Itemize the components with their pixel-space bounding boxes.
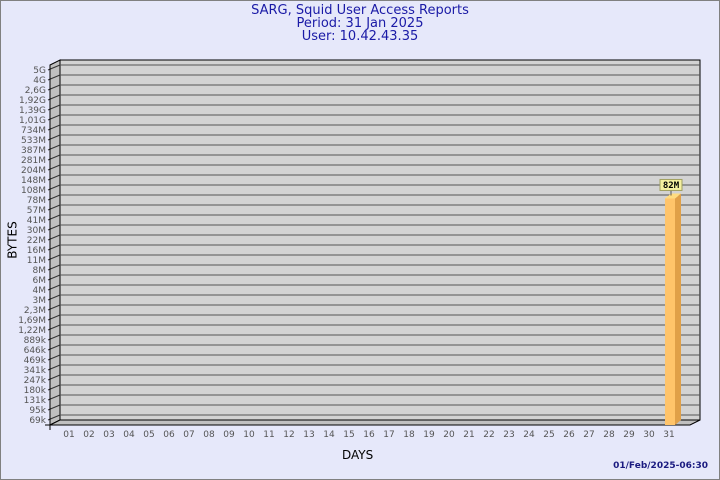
- y-tick-label: 16M: [27, 246, 46, 256]
- y-tick-label: 22M: [27, 236, 46, 246]
- plot-floor: [49, 419, 701, 426]
- x-tick-label: 25: [543, 430, 554, 440]
- x-tick-label: 20: [443, 430, 455, 440]
- y-tick-label: 533M: [21, 136, 46, 146]
- y-tick-label: 4M: [33, 286, 47, 296]
- x-tick-label: 15: [343, 430, 354, 440]
- y-tick-label: 469k: [24, 356, 47, 366]
- y-tick-label: 180k: [24, 386, 47, 396]
- chart-user: User: 10.42.43.35: [301, 29, 419, 44]
- y-tick-label: 646k: [24, 346, 47, 356]
- y-tick-label: 8M: [33, 266, 47, 276]
- y-tick-label: 1,69M: [18, 316, 46, 326]
- x-tick-label: 13: [303, 430, 314, 440]
- y-tick-label: 889k: [24, 336, 47, 346]
- y-tick-label: 2,6G: [25, 86, 46, 96]
- x-tick-label: 10: [243, 430, 255, 440]
- x-tick-label: 18: [403, 430, 415, 440]
- x-tick-label: 29: [623, 430, 635, 440]
- x-tick-label: 07: [183, 430, 194, 440]
- x-tick-label: 02: [83, 430, 94, 440]
- x-tick-label: 05: [143, 430, 154, 440]
- x-tick-label: 06: [163, 430, 175, 440]
- plot-side-wall: [49, 59, 61, 426]
- chart-period: Period: 31 Jan 2025: [296, 16, 424, 31]
- y-tick-label: 281M: [21, 156, 46, 166]
- bar-label-box: [659, 178, 683, 191]
- y-tick-label: 734M: [21, 126, 46, 136]
- x-tick-label: 09: [223, 430, 235, 440]
- y-tick-label: 5G: [33, 66, 46, 76]
- x-tick-label: 14: [323, 430, 335, 440]
- x-tick-label: 04: [123, 430, 135, 440]
- y-tick-label: 57M: [27, 206, 46, 216]
- y-axis-label: BYTES: [5, 221, 20, 259]
- y-tick-label: 247k: [24, 376, 47, 386]
- y-tick-label: 6M: [33, 276, 47, 286]
- y-tick-label: 108M: [21, 186, 46, 196]
- x-tick-label: 24: [523, 430, 535, 440]
- x-tick-label: 28: [603, 430, 615, 440]
- y-tick-label: 387M: [21, 146, 46, 156]
- y-tick-label: 69k: [29, 416, 46, 426]
- x-tick-label: 26: [563, 430, 575, 440]
- y-tick-label: 1,39G: [19, 106, 46, 116]
- x-tick-label: 21: [463, 430, 474, 440]
- chart-title: SARG, Squid User Access Reports: [251, 3, 469, 18]
- generated-timestamp: 01/Feb/2025-06:30: [613, 461, 708, 471]
- x-tick-label: 01: [63, 430, 74, 440]
- y-tick-label: 4G: [33, 76, 46, 86]
- y-tick-label: 3M: [33, 296, 47, 306]
- bar-value-label: 82M: [663, 181, 680, 191]
- x-tick-label: 30: [643, 430, 655, 440]
- plot-area: [59, 59, 701, 421]
- y-tick-label: 341k: [24, 366, 47, 376]
- x-tick-label: 31: [663, 430, 674, 440]
- x-tick-label: 16: [363, 430, 375, 440]
- y-tick-label: 95k: [29, 406, 46, 416]
- x-tick-label: 17: [383, 430, 394, 440]
- x-tick-label: 22: [483, 430, 494, 440]
- y-tick-label: 204M: [21, 166, 46, 176]
- bar-side: [675, 193, 681, 425]
- y-tick-label: 30M: [27, 226, 46, 236]
- y-tick-label: 1,22M: [18, 326, 46, 336]
- x-tick-label: 08: [203, 430, 215, 440]
- y-tick-label: 148M: [21, 176, 46, 186]
- x-tick-label: 03: [103, 430, 114, 440]
- x-axis-label: DAYS: [342, 448, 374, 462]
- x-tick-label: 23: [503, 430, 514, 440]
- x-tick-label: 27: [583, 430, 594, 440]
- x-tick-label: 11: [263, 430, 274, 440]
- y-tick-label: 78M: [27, 196, 46, 206]
- y-tick-label: 1,01G: [19, 116, 46, 126]
- y-tick-label: 11M: [27, 256, 46, 266]
- bar-top: [665, 193, 681, 199]
- y-tick-label: 41M: [27, 216, 46, 226]
- y-tick-label: 131k: [24, 396, 47, 406]
- x-tick-label: 19: [423, 430, 435, 440]
- y-tick-label: 2,3M: [24, 306, 46, 316]
- bar-front: [665, 198, 675, 425]
- y-tick-label: 1,92G: [19, 96, 46, 106]
- x-tick-label: 12: [283, 430, 294, 440]
